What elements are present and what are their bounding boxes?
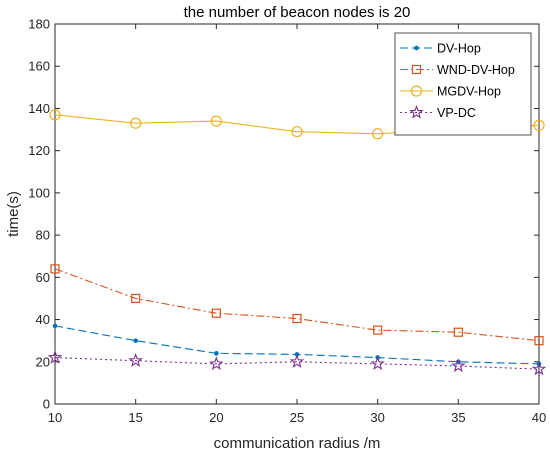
legend-label: DV-Hop bbox=[437, 42, 481, 56]
x-tick-label: 30 bbox=[370, 410, 384, 425]
data-point bbox=[214, 351, 219, 356]
legend-item: MGDV-Hop bbox=[400, 85, 501, 99]
data-point bbox=[210, 115, 222, 127]
y-tick-label: 180 bbox=[28, 17, 50, 32]
y-tick-label: 160 bbox=[28, 59, 50, 74]
legend-label: MGDV-Hop bbox=[437, 85, 501, 99]
data-point bbox=[209, 356, 224, 371]
y-axis: 0 20 40 60 80 100 120 140 160 180 bbox=[28, 17, 539, 412]
y-tick-label: 60 bbox=[36, 270, 50, 285]
x-axis: 10 15 20 25 30 35 40 bbox=[48, 24, 546, 425]
data-point bbox=[373, 325, 383, 335]
y-tick-label: 0 bbox=[43, 397, 50, 412]
chart-title: the number of beacon nodes is 20 bbox=[184, 4, 411, 21]
data-point bbox=[370, 356, 385, 371]
legend-item: VP-DC bbox=[400, 104, 476, 120]
y-tick-label: 120 bbox=[28, 143, 50, 158]
legend-item: DV-Hop bbox=[400, 42, 481, 56]
legend-marker bbox=[410, 85, 423, 97]
data-point bbox=[130, 117, 142, 129]
y-tick-label: 100 bbox=[28, 185, 50, 200]
x-tick-label: 15 bbox=[128, 410, 142, 425]
series-layer bbox=[47, 109, 547, 376]
legend-label: VP-DC bbox=[437, 106, 476, 120]
series-vp-dc bbox=[47, 349, 547, 376]
data-point bbox=[451, 358, 466, 373]
x-tick-label: 35 bbox=[451, 410, 465, 425]
series-line bbox=[54, 357, 540, 370]
legend-box bbox=[394, 32, 532, 136]
y-axis-label: time(s) bbox=[5, 191, 22, 237]
legend: DV-Hop WND-DV-Hop MGDV-Hop VP-DC bbox=[394, 32, 532, 136]
data-point bbox=[131, 293, 141, 304]
data-point bbox=[128, 353, 143, 367]
data-point bbox=[211, 308, 221, 318]
legend-marker bbox=[414, 45, 419, 51]
data-point bbox=[292, 313, 302, 324]
y-tick-label: 140 bbox=[28, 101, 50, 116]
y-tick-label: 80 bbox=[36, 228, 50, 243]
data-point bbox=[49, 109, 61, 121]
data-point bbox=[50, 264, 60, 274]
data-point bbox=[52, 323, 58, 329]
data-point bbox=[372, 128, 384, 140]
data-point bbox=[534, 336, 544, 346]
legend-item: WND-DV-Hop bbox=[400, 63, 515, 77]
x-tick-label: 25 bbox=[290, 410, 304, 425]
series-line bbox=[54, 268, 540, 342]
legend-marker bbox=[411, 64, 422, 75]
data-point bbox=[133, 338, 138, 343]
y-tick-label: 20 bbox=[36, 354, 50, 369]
x-tick-label: 10 bbox=[48, 410, 62, 425]
data-point bbox=[289, 354, 305, 368]
x-tick-label: 40 bbox=[532, 410, 546, 425]
data-point bbox=[47, 349, 63, 364]
legend-label: WND-DV-Hop bbox=[437, 63, 515, 77]
data-point bbox=[291, 126, 303, 138]
data-point bbox=[453, 327, 463, 337]
data-point bbox=[533, 119, 545, 131]
data-point bbox=[531, 361, 547, 376]
legend-marker bbox=[409, 104, 424, 119]
series-wnd-dv-hop bbox=[50, 264, 544, 346]
y-tick-label: 40 bbox=[36, 312, 50, 327]
x-tick-label: 20 bbox=[209, 410, 223, 425]
x-axis-label: communication radius /m bbox=[214, 435, 381, 452]
